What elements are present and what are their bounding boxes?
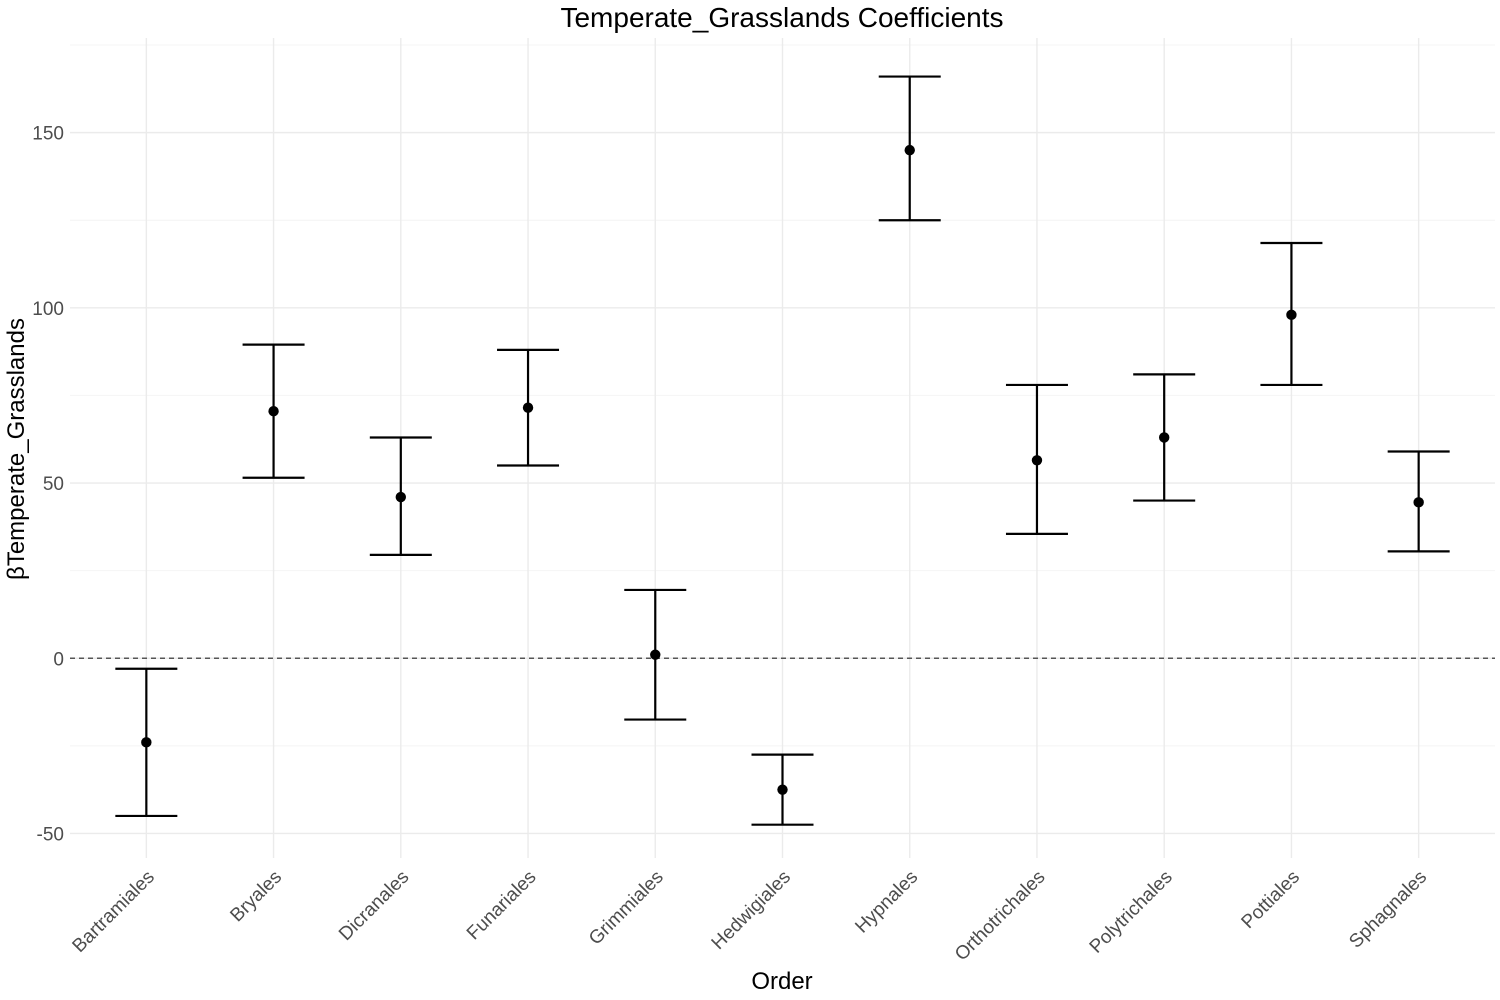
error-bar-hypnales <box>878 75 941 222</box>
y-tick-label: -50 <box>37 824 64 845</box>
estimate-point <box>522 402 534 413</box>
x-axis-title: Order <box>751 968 812 995</box>
x-tick-label: Grimmiales <box>585 867 668 950</box>
estimate-point <box>141 737 152 748</box>
error-bars <box>115 75 1450 826</box>
grid <box>70 38 1495 858</box>
x-tick-label: Polytrichales <box>1086 867 1177 958</box>
estimate-point <box>268 406 279 417</box>
x-tick-label: Sphagnales <box>1345 867 1431 953</box>
error-bar-hedwigiales <box>751 753 814 826</box>
y-tick-label: 50 <box>43 474 64 495</box>
x-tick-label: Pottiales <box>1238 867 1304 933</box>
x-tick-label: Bryales <box>226 867 286 927</box>
chart-title: Temperate_Grasslands Coefficients <box>560 2 1003 33</box>
error-bar-pottiales <box>1260 241 1323 387</box>
x-tick-label: Hedwigiales <box>708 867 795 954</box>
error-bar-bryales <box>242 343 305 479</box>
x-axis-ticks: Bartramiales Bryales Dicranales Funariales G… <box>69 867 1432 965</box>
x-tick-label: Orthotrichales <box>951 867 1049 965</box>
y-tick-label: 0 <box>53 649 64 670</box>
estimate-point <box>650 649 661 660</box>
estimate-point <box>1031 455 1043 466</box>
estimate-point <box>1413 497 1424 508</box>
x-tick-label: Hypnales <box>851 867 922 938</box>
error-bar-grimmiales <box>624 588 687 721</box>
error-bar-polytrichales <box>1133 373 1196 502</box>
estimate-point <box>777 784 788 795</box>
estimate-point <box>1158 432 1170 443</box>
error-bar-sphagnales <box>1387 450 1450 553</box>
y-tick-label: 150 <box>32 124 64 145</box>
error-bar-orthotrichales <box>1005 383 1068 535</box>
y-axis-title: βTemperate_Grasslands <box>3 318 30 580</box>
error-bar-funariales <box>497 348 560 467</box>
estimate-point <box>1286 309 1297 321</box>
estimate-point <box>904 144 915 156</box>
x-tick-label: Funariales <box>463 867 541 945</box>
x-tick-label: Dicranales <box>335 867 413 945</box>
error-bar-dicranales <box>369 436 432 556</box>
y-axis-ticks: -50 0 50 100 150 <box>32 124 64 846</box>
x-tick-label: Bartramiales <box>69 867 159 957</box>
estimate-point <box>395 491 407 503</box>
error-bar-bartramiales <box>115 667 178 818</box>
y-tick-label: 100 <box>32 299 64 320</box>
